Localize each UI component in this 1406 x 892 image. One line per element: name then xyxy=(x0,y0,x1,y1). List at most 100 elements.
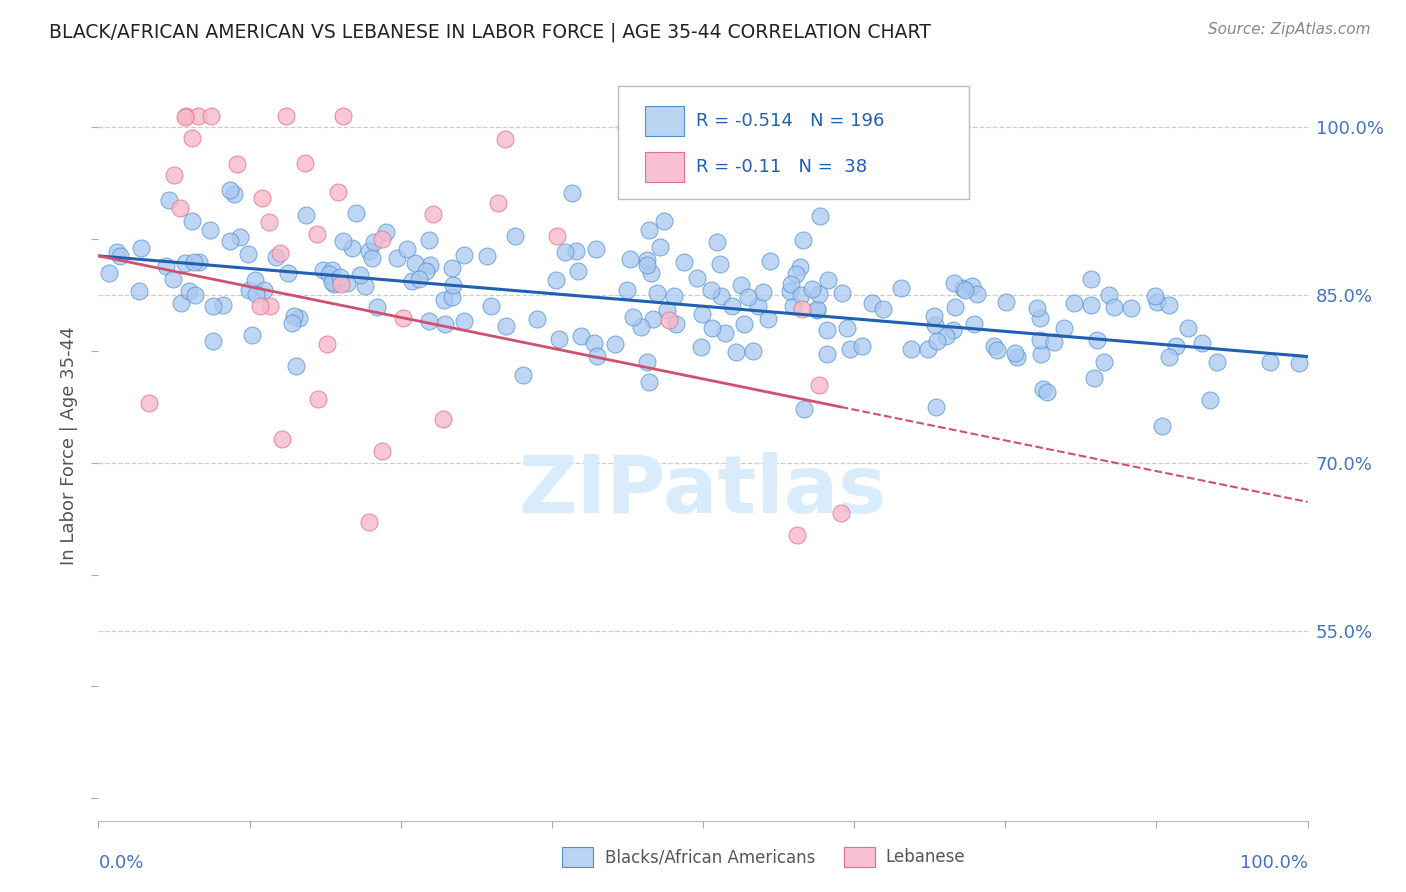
Point xyxy=(322,277,344,291)
Point xyxy=(418,233,440,247)
Point xyxy=(1199,392,1222,407)
Point xyxy=(686,270,709,285)
Point xyxy=(188,255,211,269)
Point xyxy=(284,359,307,373)
Point xyxy=(585,349,607,363)
Point xyxy=(283,310,305,324)
Point xyxy=(1026,301,1049,316)
Point xyxy=(922,309,945,323)
Point xyxy=(616,283,638,297)
Point xyxy=(702,320,724,334)
Point xyxy=(1152,418,1174,433)
Point xyxy=(636,258,658,272)
Point xyxy=(315,337,337,351)
Point xyxy=(960,278,983,293)
Point xyxy=(1080,298,1102,312)
Point xyxy=(942,323,965,337)
Point xyxy=(636,252,658,267)
Point xyxy=(943,300,966,314)
Point xyxy=(173,110,195,124)
Point xyxy=(401,274,423,288)
Point xyxy=(801,282,824,296)
Point xyxy=(169,202,191,216)
Point xyxy=(890,280,912,294)
FancyBboxPatch shape xyxy=(619,87,969,199)
Point xyxy=(927,334,949,349)
Point xyxy=(250,191,273,205)
Point xyxy=(432,412,454,426)
Point xyxy=(714,326,737,341)
Point xyxy=(790,287,813,301)
Point xyxy=(503,229,526,244)
Point xyxy=(603,336,626,351)
Point xyxy=(187,109,209,123)
Text: ZIPatlas: ZIPatlas xyxy=(519,452,887,530)
Point xyxy=(554,244,576,259)
Point xyxy=(202,334,225,349)
Point xyxy=(645,285,668,300)
Point xyxy=(433,293,456,307)
Point xyxy=(157,193,180,207)
Point xyxy=(526,312,548,326)
Point xyxy=(953,283,976,297)
Point xyxy=(349,268,371,283)
Point xyxy=(614,120,637,135)
Point xyxy=(1288,356,1310,370)
Point xyxy=(1083,371,1105,385)
Point xyxy=(479,299,502,313)
Point xyxy=(257,215,280,229)
Point xyxy=(419,259,441,273)
Point xyxy=(249,300,271,314)
Point xyxy=(690,307,713,321)
Point xyxy=(162,272,184,286)
Point xyxy=(709,257,731,271)
Point xyxy=(546,229,568,244)
Point xyxy=(174,256,197,270)
Point xyxy=(963,318,986,332)
Point xyxy=(1029,333,1052,347)
Point xyxy=(665,317,688,331)
Point xyxy=(935,329,957,343)
Point xyxy=(569,328,592,343)
Point xyxy=(806,303,828,318)
Point xyxy=(1121,301,1143,315)
Point xyxy=(181,214,204,228)
Point xyxy=(184,288,207,302)
Point xyxy=(1206,355,1229,369)
Point xyxy=(138,395,160,409)
Point xyxy=(786,528,808,542)
Point xyxy=(807,377,830,392)
Point xyxy=(689,340,711,354)
Point xyxy=(1102,301,1125,315)
Point xyxy=(638,223,661,237)
Point xyxy=(1177,320,1199,334)
Point xyxy=(658,313,681,327)
Point xyxy=(169,296,191,310)
Point xyxy=(779,284,801,298)
Point xyxy=(544,272,567,286)
Point xyxy=(259,299,281,313)
Point xyxy=(200,109,222,123)
Point xyxy=(924,318,946,333)
Point xyxy=(288,311,311,326)
Point xyxy=(224,187,246,202)
Point xyxy=(986,343,1008,358)
Point xyxy=(706,235,728,249)
Point xyxy=(851,339,873,353)
Point xyxy=(943,276,966,290)
Point xyxy=(756,311,779,326)
Point xyxy=(174,109,197,123)
Point xyxy=(225,157,247,171)
Point xyxy=(163,169,186,183)
Point xyxy=(650,239,672,253)
Point xyxy=(415,263,437,277)
Point xyxy=(1146,295,1168,310)
Point xyxy=(621,310,644,325)
Point xyxy=(363,235,385,249)
Point xyxy=(238,283,260,297)
Point xyxy=(815,323,838,337)
Point xyxy=(1097,288,1119,302)
Point xyxy=(925,401,948,415)
Text: R = -0.514   N = 196: R = -0.514 N = 196 xyxy=(696,112,884,130)
Point xyxy=(321,262,343,277)
